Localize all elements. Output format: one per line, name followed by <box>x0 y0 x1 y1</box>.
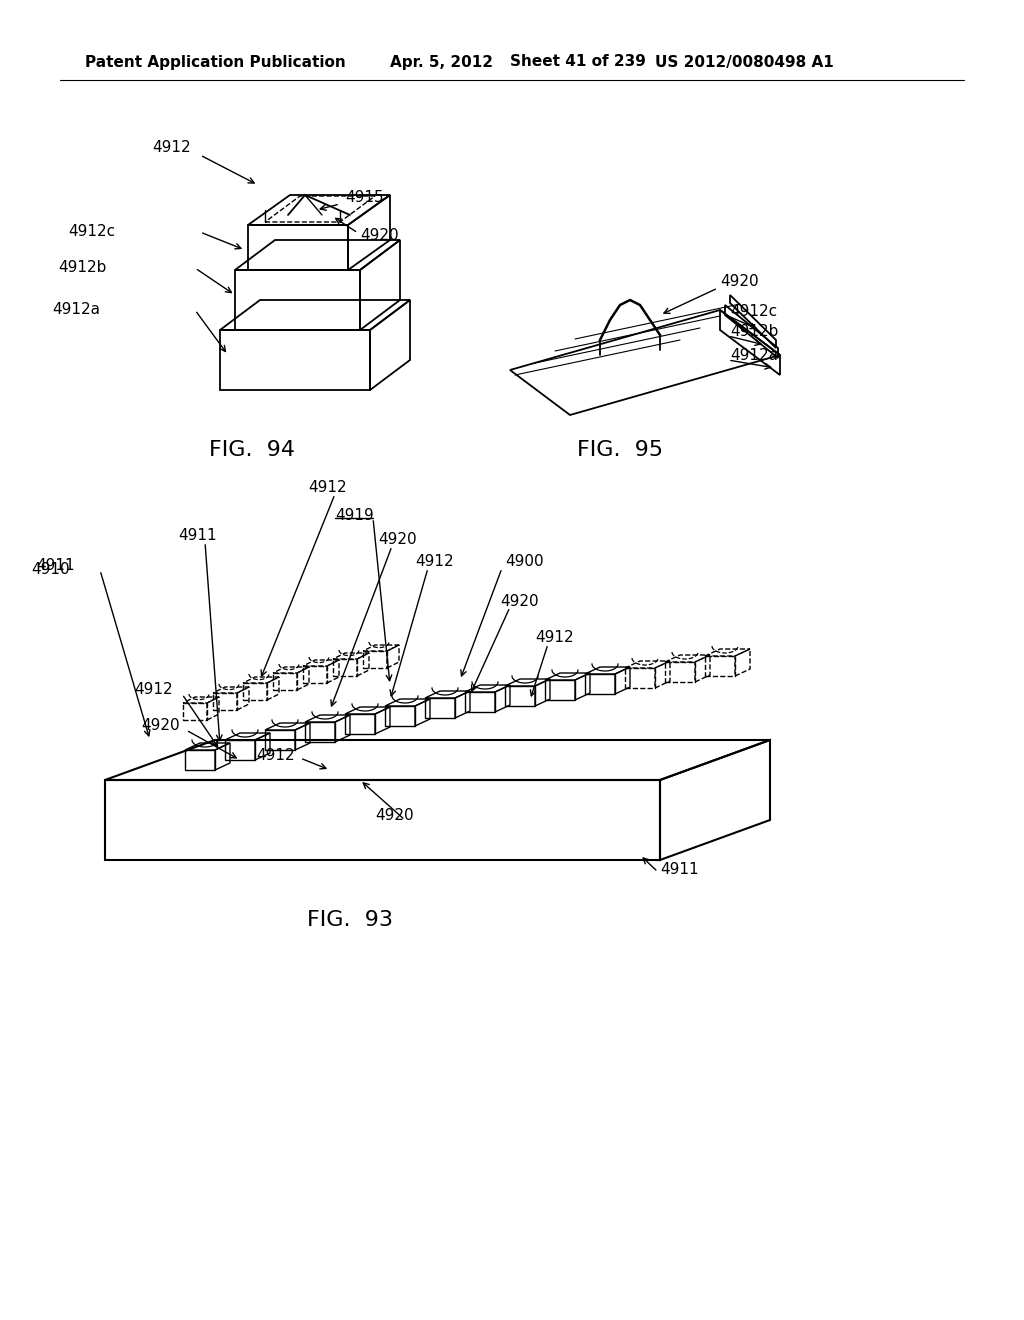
Text: 4912c: 4912c <box>730 305 777 319</box>
Text: 4912a: 4912a <box>730 347 778 363</box>
Text: 4920: 4920 <box>375 808 414 822</box>
Text: 4912b: 4912b <box>58 260 106 276</box>
Text: 4912c: 4912c <box>68 224 115 239</box>
Text: Patent Application Publication: Patent Application Publication <box>85 54 346 70</box>
Text: 4911: 4911 <box>178 528 217 543</box>
Text: 4912: 4912 <box>134 682 173 697</box>
Text: 4920: 4920 <box>720 275 759 289</box>
Text: 4912: 4912 <box>415 554 454 569</box>
Text: FIG.  94: FIG. 94 <box>209 440 295 459</box>
Text: Sheet 41 of 239: Sheet 41 of 239 <box>510 54 646 70</box>
Text: 4920: 4920 <box>500 594 539 610</box>
Text: Apr. 5, 2012: Apr. 5, 2012 <box>390 54 493 70</box>
Text: 4920: 4920 <box>378 532 417 548</box>
Text: 4911: 4911 <box>37 557 75 573</box>
Text: 4900: 4900 <box>505 554 544 569</box>
Text: 4920: 4920 <box>141 718 180 734</box>
Text: FIG.  93: FIG. 93 <box>307 909 393 931</box>
Text: 4911: 4911 <box>660 862 698 878</box>
Text: FIG.  95: FIG. 95 <box>577 440 664 459</box>
Text: 4910: 4910 <box>32 562 70 578</box>
Text: 4919: 4919 <box>335 507 374 523</box>
Text: 4912: 4912 <box>308 480 347 495</box>
Text: 4912: 4912 <box>152 140 190 156</box>
Text: 4912: 4912 <box>256 747 295 763</box>
Text: 4920: 4920 <box>360 227 398 243</box>
Text: 4912: 4912 <box>535 631 573 645</box>
Text: 4915: 4915 <box>345 190 384 206</box>
Text: 4912b: 4912b <box>730 325 778 339</box>
Text: US 2012/0080498 A1: US 2012/0080498 A1 <box>655 54 834 70</box>
Text: 4912a: 4912a <box>52 302 100 318</box>
